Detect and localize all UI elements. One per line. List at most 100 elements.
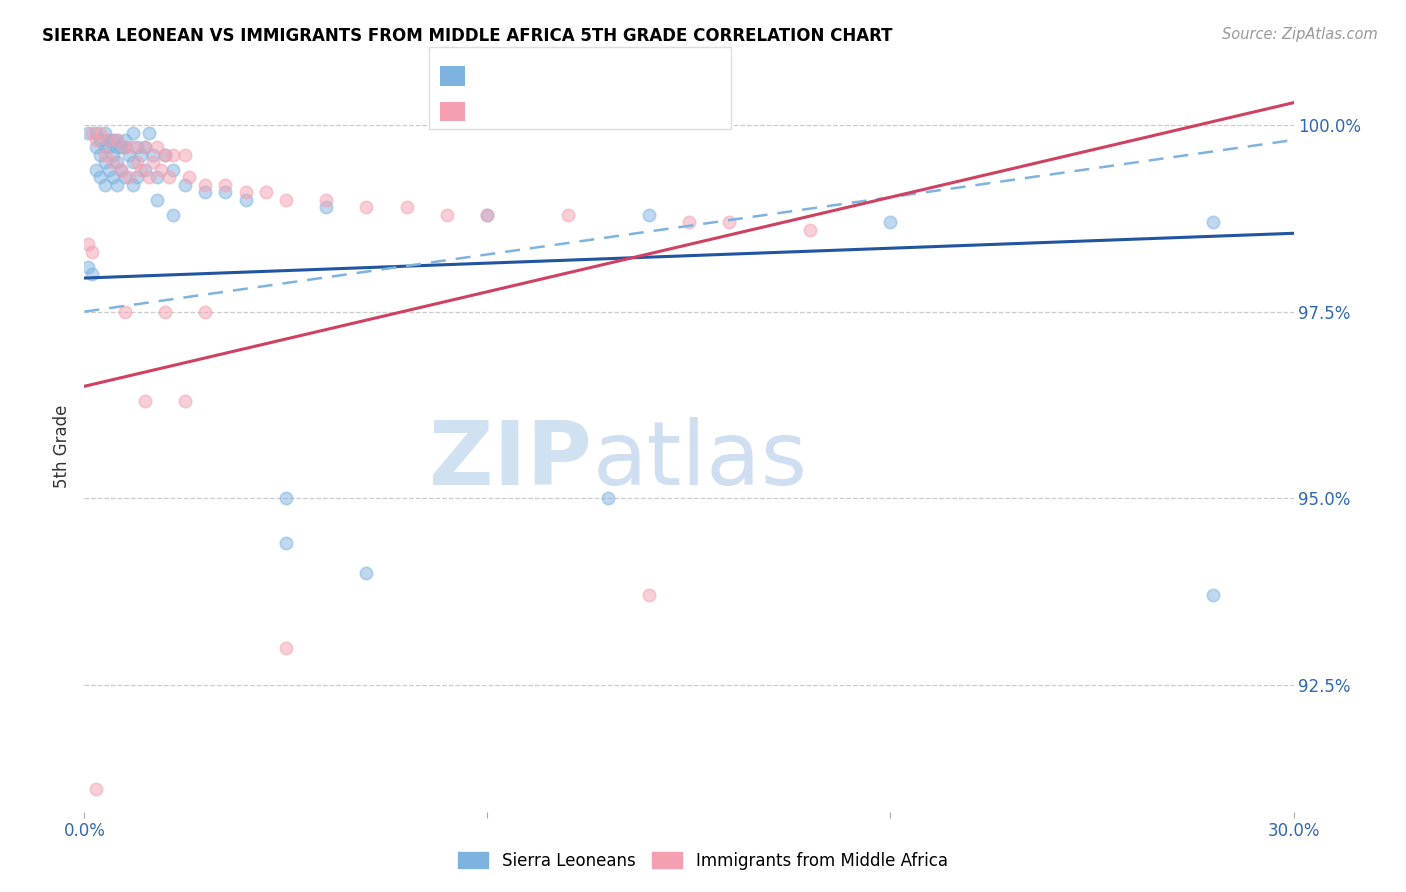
Point xyxy=(477,208,499,222)
Point xyxy=(105,133,128,147)
Point xyxy=(114,140,136,154)
Point xyxy=(77,126,100,140)
Point xyxy=(125,155,148,169)
Point xyxy=(174,394,197,409)
Point xyxy=(97,133,120,147)
Point xyxy=(105,155,128,169)
Point xyxy=(118,148,141,162)
Point xyxy=(153,304,176,318)
Point xyxy=(82,268,104,282)
Point xyxy=(138,126,160,140)
Point xyxy=(436,208,458,222)
Point xyxy=(477,208,499,222)
Point xyxy=(356,566,378,580)
Point xyxy=(97,162,120,177)
Point xyxy=(101,155,124,169)
Point xyxy=(110,162,132,177)
Point xyxy=(194,304,217,318)
Point xyxy=(356,200,378,214)
Point xyxy=(274,491,297,506)
Point xyxy=(235,193,257,207)
Text: 58: 58 xyxy=(624,67,650,85)
Text: N =: N = xyxy=(571,67,623,85)
Point xyxy=(134,140,156,154)
Point xyxy=(598,491,620,506)
Point xyxy=(274,640,297,655)
Point xyxy=(134,162,156,177)
Text: atlas: atlas xyxy=(592,417,807,504)
Point xyxy=(146,170,169,185)
Point xyxy=(194,186,217,200)
Point xyxy=(105,133,128,147)
Point xyxy=(105,140,128,154)
Point xyxy=(105,178,128,192)
Text: Source: ZipAtlas.com: Source: ZipAtlas.com xyxy=(1222,27,1378,42)
Point xyxy=(194,178,217,192)
Point xyxy=(1202,215,1225,229)
Point xyxy=(142,148,165,162)
Text: R =: R = xyxy=(475,103,515,120)
Point xyxy=(214,186,236,200)
Point xyxy=(82,244,104,259)
Point xyxy=(121,155,143,169)
Point xyxy=(101,133,124,147)
Point xyxy=(110,162,132,177)
Point xyxy=(118,170,141,185)
Point xyxy=(274,536,297,550)
Point xyxy=(718,215,741,229)
Point xyxy=(77,260,100,274)
Point xyxy=(114,170,136,185)
Point xyxy=(114,304,136,318)
Point xyxy=(86,162,108,177)
Point xyxy=(637,588,659,602)
Point xyxy=(254,186,277,200)
Point xyxy=(125,170,148,185)
Point xyxy=(146,193,169,207)
Point xyxy=(395,200,418,214)
Point xyxy=(93,148,115,162)
Point xyxy=(93,126,115,140)
Point xyxy=(89,126,111,140)
Point xyxy=(315,193,337,207)
Point xyxy=(214,178,236,192)
Point xyxy=(77,237,100,252)
Point xyxy=(138,170,160,185)
Point xyxy=(89,148,111,162)
Point xyxy=(97,140,120,154)
Point xyxy=(129,148,152,162)
Point xyxy=(1202,588,1225,602)
Point xyxy=(114,140,136,154)
Point xyxy=(101,170,124,185)
Text: 47: 47 xyxy=(624,103,650,120)
Point xyxy=(89,133,111,147)
Point xyxy=(146,140,169,154)
Point xyxy=(157,170,180,185)
Y-axis label: 5th Grade: 5th Grade xyxy=(53,404,72,488)
Point xyxy=(93,178,115,192)
Point xyxy=(153,148,176,162)
Point xyxy=(121,126,143,140)
Point xyxy=(121,178,143,192)
Point xyxy=(82,126,104,140)
Point xyxy=(110,140,132,154)
Text: R =: R = xyxy=(475,67,515,85)
Legend: Sierra Leoneans, Immigrants from Middle Africa: Sierra Leoneans, Immigrants from Middle … xyxy=(454,847,952,875)
Point xyxy=(89,170,111,185)
Point xyxy=(174,178,197,192)
Point xyxy=(86,140,108,154)
Point xyxy=(93,140,115,154)
Point xyxy=(235,186,257,200)
Text: 0.047: 0.047 xyxy=(522,67,578,85)
Point xyxy=(174,148,197,162)
Point xyxy=(162,148,184,162)
Point xyxy=(125,140,148,154)
Text: 0.361: 0.361 xyxy=(522,103,578,120)
Text: SIERRA LEONEAN VS IMMIGRANTS FROM MIDDLE AFRICA 5TH GRADE CORRELATION CHART: SIERRA LEONEAN VS IMMIGRANTS FROM MIDDLE… xyxy=(42,27,893,45)
Text: N =: N = xyxy=(571,103,623,120)
Point xyxy=(121,140,143,154)
Point xyxy=(637,208,659,222)
Point xyxy=(678,215,700,229)
Point xyxy=(557,208,579,222)
Point xyxy=(162,162,184,177)
Point xyxy=(134,394,156,409)
